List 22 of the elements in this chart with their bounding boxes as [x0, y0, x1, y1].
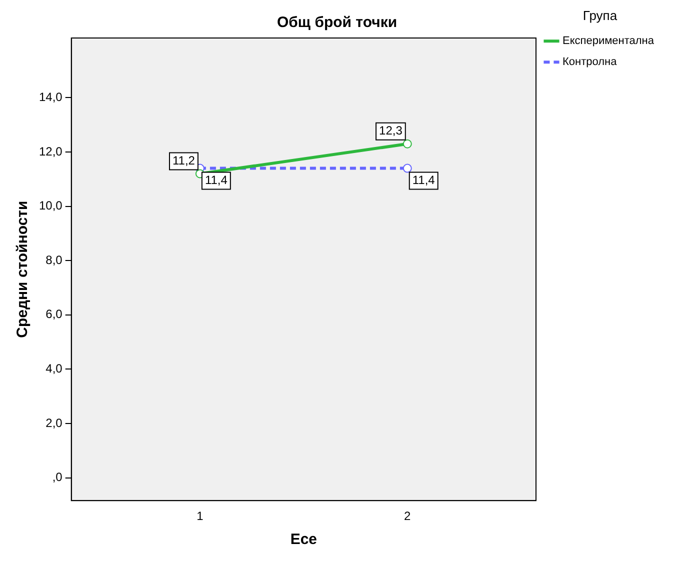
y-tick-label: 2,0: [46, 416, 63, 430]
legend-label: Експериментална: [562, 35, 655, 48]
x-tick-label: 2: [404, 509, 412, 524]
x-axis-title: Есе: [290, 531, 318, 548]
data-label: 11,4: [412, 173, 436, 188]
y-axis-title: Средни стойности: [14, 200, 32, 338]
y-tick-label: 14,0: [38, 90, 63, 104]
data-label: 11,2: [172, 154, 196, 168]
y-tick-label: 6,0: [46, 307, 63, 322]
y-tick-label: 4,0: [46, 362, 63, 376]
y-tick-label: ,0: [52, 470, 63, 484]
legend-title: Група: [582, 8, 618, 24]
y-tick-label: 12,0: [38, 144, 63, 158]
y-tick-label: 10,0: [38, 198, 63, 213]
chart-title: Общ брой точки: [276, 14, 398, 32]
y-tick-label: 8,0: [46, 252, 63, 267]
x-tick-label: 1: [196, 509, 204, 524]
data-label: 12,3: [379, 124, 403, 138]
point: [402, 139, 412, 148]
legend-label: Контролна: [562, 56, 618, 68]
point: [402, 164, 412, 173]
data-label: 11,4: [204, 173, 228, 188]
